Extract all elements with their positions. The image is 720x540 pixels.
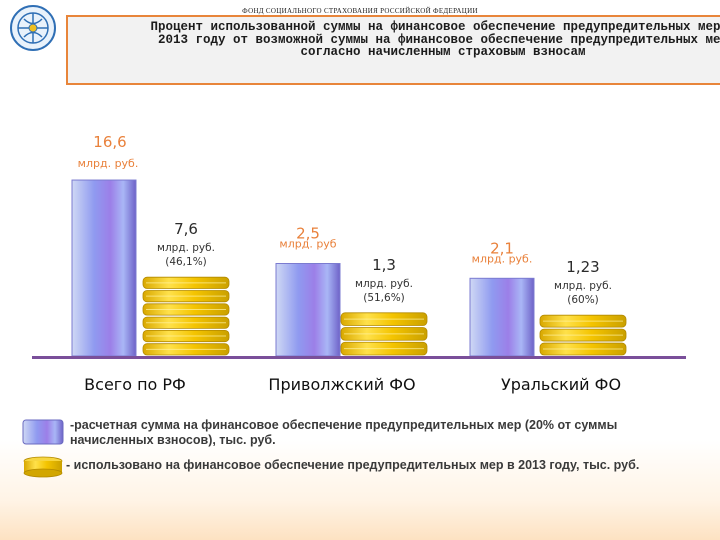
value-label-calculated: 2,5: [296, 225, 320, 243]
fss-emblem-logo: [10, 5, 56, 51]
category-label: Всего по РФ: [84, 375, 186, 394]
bar-used: [142, 276, 230, 356]
category-label: Уральский ФО: [501, 375, 621, 394]
unit-label-calculated: млрд. руб.: [78, 157, 139, 170]
unit-label-used: млрд. руб.: [355, 278, 413, 290]
bar-chart: 16,6 млрд. руб. 7,6 млрд. руб. (46,1%) Всего …: [32, 133, 686, 394]
bar-calculated: [469, 277, 535, 357]
value-label-used: 1,23: [566, 258, 599, 276]
value-label-used: 1,3: [372, 256, 396, 274]
value-label-calculated: 2,1: [490, 239, 514, 257]
percent-label-used: (51,6%): [363, 292, 405, 304]
legend-calculated-label: -расчетная сумма на финансовое обеспечен…: [70, 418, 618, 447]
value-label-used: 7,6: [174, 220, 198, 238]
bar-used: [539, 314, 627, 356]
bar-calculated: [275, 263, 341, 357]
title-banner: Процент использованной суммы на финансов…: [66, 15, 720, 85]
percent-label-used: (46,1%): [165, 256, 207, 268]
chart-title: Процент использованной суммы на финансов…: [150, 20, 720, 59]
percent-label-used: (60%): [567, 294, 599, 306]
org-name: ФОНД СОЦИАЛЬНОГО СТРАХОВАНИЯ РОССИЙСКОЙ …: [242, 7, 478, 15]
chart-baseline: [32, 356, 686, 359]
value-label-calculated: 16,6: [93, 133, 126, 151]
unit-label-used: млрд. руб.: [157, 242, 215, 254]
legend-used-swatch: [23, 456, 63, 478]
legend-calculated-swatch: [22, 419, 64, 445]
bar-used: [340, 312, 428, 356]
category-label: Приволжский ФО: [268, 375, 415, 394]
legend-used-label: - использовано на финансовое обеспечение…: [66, 458, 640, 472]
unit-label-used: млрд. руб.: [554, 280, 612, 292]
unit-label-calculated: млрд. руб: [279, 238, 336, 251]
unit-label-calculated: млрд. руб.: [472, 252, 533, 265]
bar-calculated: [71, 179, 137, 357]
